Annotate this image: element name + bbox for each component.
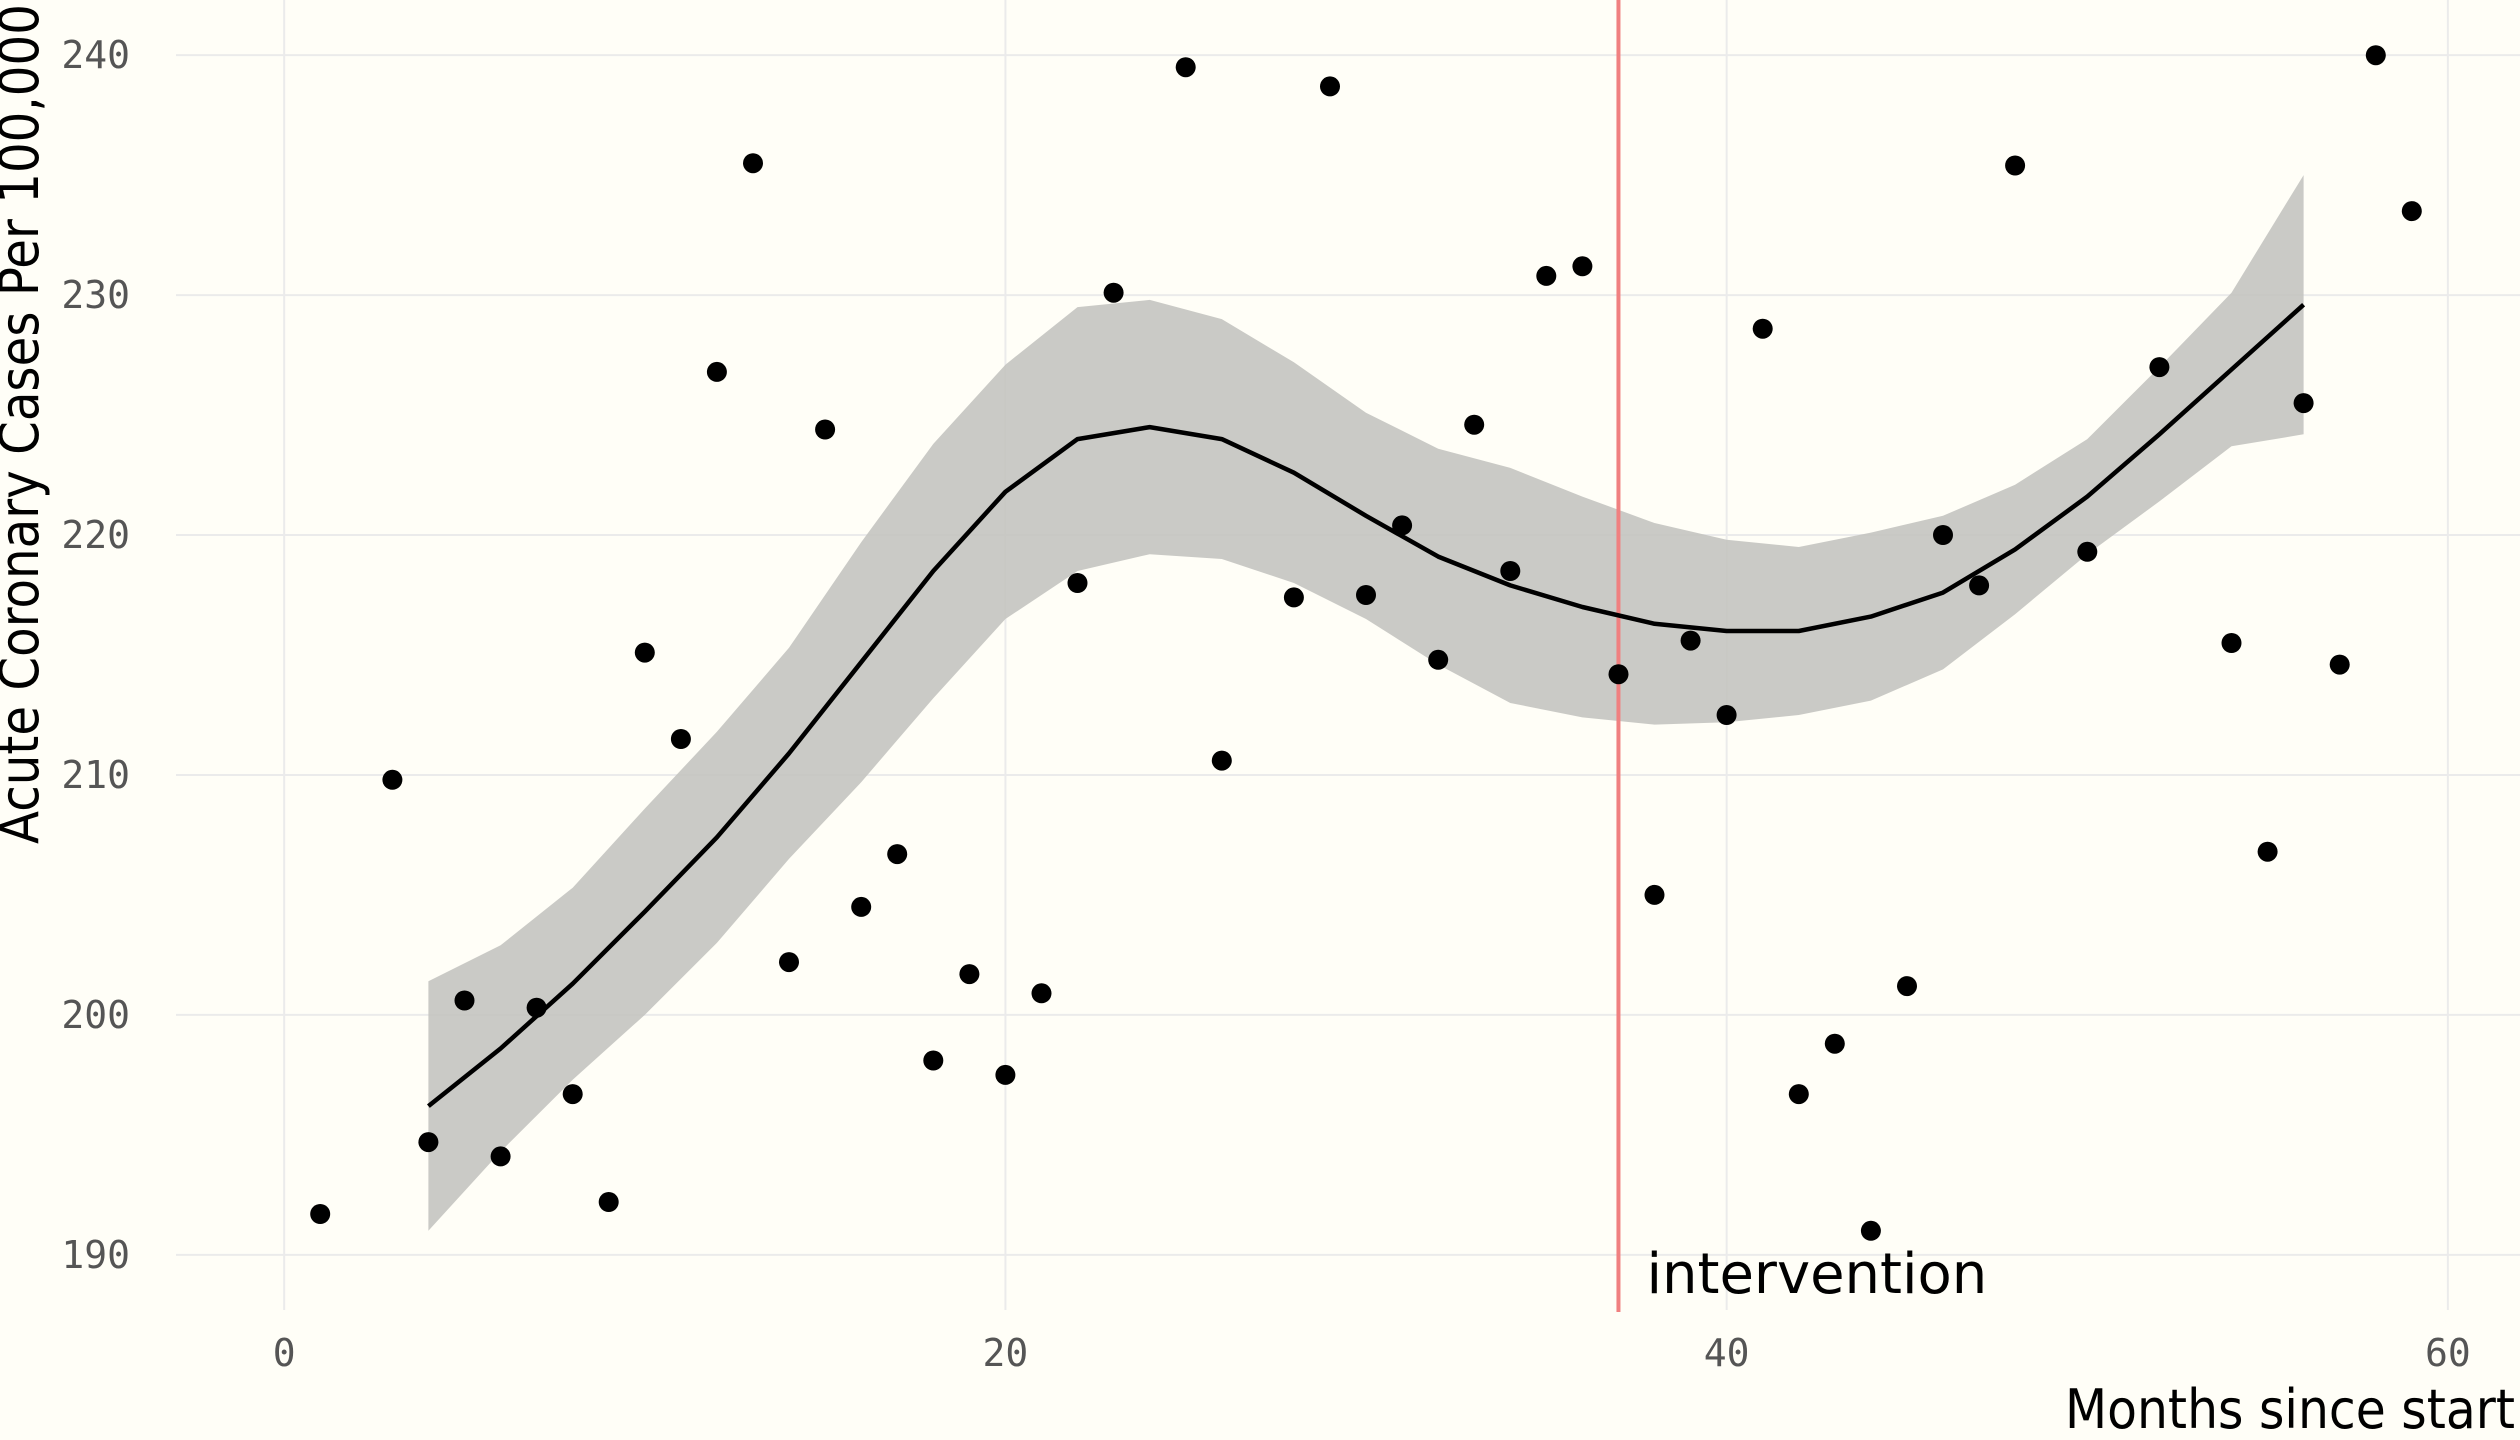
- y-tick-label: 190: [61, 1233, 130, 1277]
- data-point: [1860, 1220, 1881, 1241]
- data-point: [779, 952, 799, 973]
- data-point: [2221, 633, 2242, 653]
- data-point: [1752, 318, 1773, 339]
- data-point: [1067, 573, 1088, 593]
- data-point: [1175, 57, 1196, 78]
- data-point: [2149, 357, 2170, 378]
- y-tick-label: 240: [61, 33, 130, 77]
- data-point: [634, 642, 655, 663]
- data-point: [1211, 750, 1232, 771]
- data-point: [1716, 705, 1737, 725]
- data-point: [743, 153, 763, 174]
- x-tick-label: 0: [273, 1331, 296, 1375]
- smooth-fit-line: [426, 303, 2306, 1108]
- data-point: [2329, 654, 2350, 675]
- data-point: [490, 1146, 511, 1167]
- y-tick-label: 200: [61, 993, 130, 1037]
- data-point: [526, 997, 547, 1018]
- data-point: [1392, 515, 1413, 536]
- data-point: [1031, 983, 1052, 1004]
- confidence-band: [428, 175, 2304, 1231]
- data-point: [923, 1050, 944, 1071]
- data-point: [2005, 155, 2026, 176]
- data-point: [2401, 201, 2422, 222]
- data-point: [995, 1064, 1016, 1085]
- data-point: [1536, 265, 1557, 286]
- x-tick-label: 20: [983, 1331, 1029, 1375]
- x-tick-label: 60: [2425, 1331, 2471, 1375]
- data-point: [1428, 649, 1449, 670]
- data-point: [1608, 664, 1629, 685]
- confidence-band-area: [428, 175, 2304, 1231]
- y-tick-label: 210: [61, 753, 130, 797]
- data-point: [1969, 575, 1990, 596]
- x-tick-label: 40: [1704, 1331, 1750, 1375]
- x-axis-ticks: 0 20 40 60: [273, 1331, 2471, 1375]
- data-point: [1500, 561, 1521, 581]
- data-point: [1356, 585, 1376, 605]
- data-point: [887, 844, 908, 865]
- x-axis-title: Months since start: [2065, 1378, 2515, 1440]
- data-point: [1644, 884, 1665, 905]
- data-point: [1572, 256, 1593, 277]
- data-point: [418, 1132, 439, 1153]
- data-point: [670, 729, 691, 749]
- data-point: [1824, 1033, 1845, 1054]
- y-axis-ticks: 190 200 210 220 230 240: [61, 33, 130, 1277]
- y-axis-title: Acute Coronary Cases Per 100,000: [0, 4, 51, 844]
- data-point: [598, 1192, 619, 1212]
- data-point: [2293, 393, 2314, 414]
- data-point: [1788, 1084, 1809, 1105]
- data-point: [1464, 414, 1485, 435]
- data-point: [454, 990, 475, 1011]
- data-point: [310, 1204, 331, 1224]
- data-point: [815, 419, 836, 440]
- data-point: [1933, 525, 1953, 545]
- data-point: [2257, 841, 2278, 862]
- smooth-fit-group: [426, 303, 2306, 1108]
- data-point: [562, 1084, 583, 1105]
- y-tick-label: 230: [61, 273, 130, 317]
- data-point: [706, 361, 727, 382]
- data-point: [1283, 587, 1304, 608]
- data-point: [1897, 976, 1917, 997]
- data-point: [382, 769, 403, 790]
- data-point: [851, 896, 872, 917]
- data-points: [310, 45, 2422, 1241]
- data-point: [1680, 630, 1701, 651]
- data-point: [2077, 541, 2098, 562]
- y-tick-label: 220: [61, 513, 130, 557]
- data-point: [1103, 282, 1124, 303]
- data-point: [2365, 45, 2386, 66]
- intervention-label: intervention: [1646, 1242, 1987, 1307]
- data-point: [959, 964, 980, 985]
- data-point: [1320, 76, 1340, 97]
